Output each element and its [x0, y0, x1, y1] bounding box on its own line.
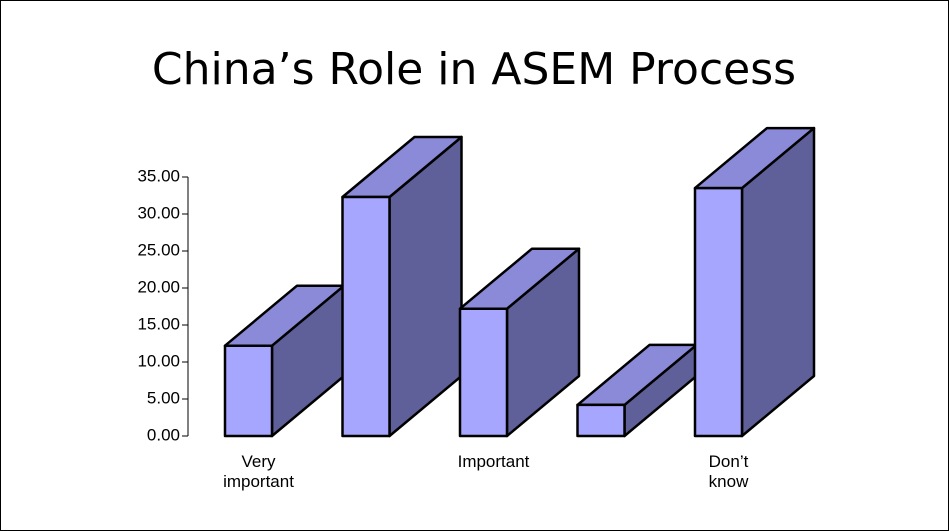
- bar: [223, 284, 346, 438]
- y-tick-label: 0.00: [147, 425, 180, 444]
- y-tick-label: 30.00: [137, 203, 180, 222]
- bar: [576, 343, 698, 438]
- bar-front: [576, 403, 626, 438]
- bar: [341, 135, 463, 438]
- y-tick-label: 35.00: [137, 166, 180, 185]
- y-tick-label: 15.00: [137, 314, 180, 333]
- x-tick-label: Don’t know: [708, 452, 749, 491]
- bar-front: [223, 344, 274, 438]
- x-tick-label: Important: [457, 452, 530, 471]
- bar: [458, 247, 581, 438]
- bar-front: [458, 307, 509, 438]
- y-tick-label: 5.00: [147, 388, 180, 407]
- bar-front: [693, 186, 744, 438]
- y-tick-label: 10.00: [137, 351, 180, 370]
- bar: [693, 126, 816, 438]
- chart-title: China’s Role in ASEM Process: [152, 44, 796, 95]
- y-tick-label: 20.00: [137, 277, 180, 296]
- y-tick-label: 25.00: [137, 240, 180, 259]
- bar-front: [341, 195, 391, 438]
- x-tick-label: Very important: [223, 452, 294, 491]
